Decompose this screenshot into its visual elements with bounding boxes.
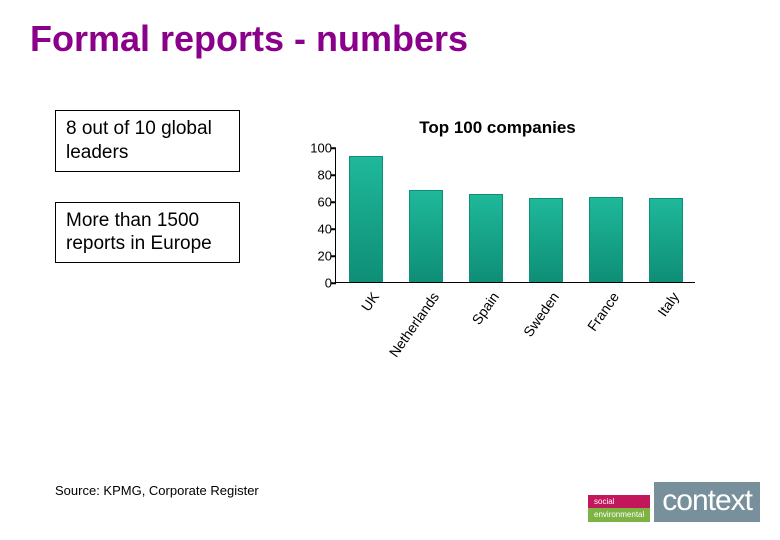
y-tick-label: 60 xyxy=(292,195,332,210)
bar xyxy=(529,198,563,282)
y-tick-mark xyxy=(331,228,336,230)
bar xyxy=(589,197,623,282)
y-tick-label: 40 xyxy=(292,222,332,237)
y-tick-label: 20 xyxy=(292,249,332,264)
chart-plot-area: 020406080100 xyxy=(335,148,695,283)
info-box-1: 8 out of 10 global leaders xyxy=(55,110,240,172)
badge-social: social xyxy=(588,495,650,509)
brand-context: context xyxy=(654,482,760,522)
info-box-2: More than 1500 reports in Europe xyxy=(55,202,240,264)
content-row: 8 out of 10 global leaders More than 150… xyxy=(0,60,780,395)
x-tick-label: France xyxy=(584,289,622,334)
slide-title: Formal reports - numbers xyxy=(0,0,780,60)
bar xyxy=(469,194,503,282)
source-text: Source: KPMG, Corporate Register xyxy=(55,483,259,498)
y-tick-label: 100 xyxy=(292,141,332,156)
badge-stack: social environmental xyxy=(588,495,650,522)
x-tick-label: Spain xyxy=(468,289,502,328)
x-tick-label: Netherlands xyxy=(386,289,442,360)
info-boxes-column: 8 out of 10 global leaders More than 150… xyxy=(55,110,240,395)
chart-x-labels: UKNetherlands Spain Sweden France Italy xyxy=(335,283,695,393)
y-tick-mark xyxy=(331,201,336,203)
chart-container: Top 100 companies 020406080100 UKNetherl… xyxy=(275,110,720,395)
x-tick-label: Italy xyxy=(654,289,682,319)
y-tick-label: 0 xyxy=(292,276,332,291)
y-tick-mark xyxy=(331,147,336,149)
x-tick-label: UK xyxy=(358,289,382,314)
bar xyxy=(409,190,443,282)
badge-environmental: environmental xyxy=(588,508,650,522)
y-tick-mark xyxy=(331,255,336,257)
footer-logo: social environmental context xyxy=(588,482,760,522)
chart-title: Top 100 companies xyxy=(275,110,720,140)
bar xyxy=(349,156,383,282)
bar xyxy=(649,198,683,282)
x-tick-label: Sweden xyxy=(520,289,562,340)
y-tick-mark xyxy=(331,174,336,176)
y-tick-label: 80 xyxy=(292,168,332,183)
